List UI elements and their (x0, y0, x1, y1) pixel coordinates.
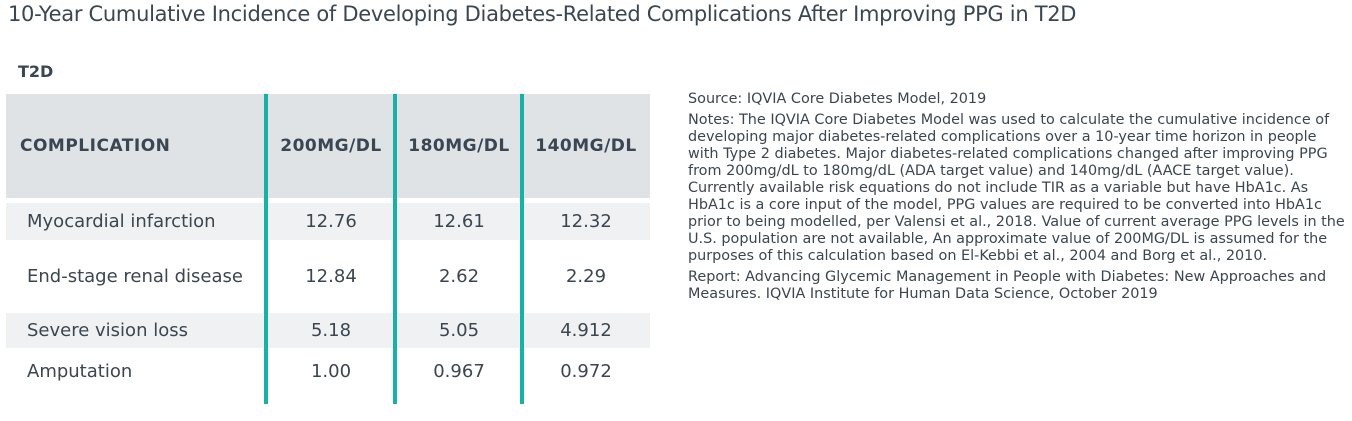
value-140mg: 0.972 (522, 348, 650, 390)
value-180mg: 5.05 (396, 308, 522, 348)
value-140mg: 2.29 (522, 240, 650, 308)
value-140mg: 4.912 (522, 308, 650, 348)
complication-name: Myocardial infarction (6, 198, 266, 240)
table-header-row: COMPLICATION 200MG/DL 180MG/DL 140MG/DL (6, 94, 650, 198)
table-row: Amputation 1.00 0.967 0.972 (6, 348, 650, 390)
complication-name: Amputation (6, 348, 266, 390)
header-180mg: 180MG/DL (396, 94, 522, 198)
header-200mg: 200MG/DL (266, 94, 396, 198)
page-title: 10-Year Cumulative Incidence of Developi… (8, 2, 1077, 26)
value-200mg: 1.00 (266, 348, 396, 390)
value-200mg: 12.76 (266, 198, 396, 240)
complication-name: End-stage renal disease (6, 240, 266, 308)
value-140mg: 12.32 (522, 198, 650, 240)
report-text: Report: Advancing Glycemic Management in… (688, 269, 1327, 302)
value-200mg: 12.84 (266, 240, 396, 308)
source-text: Source: IQVIA Core Diabetes Model, 2019 (688, 91, 987, 107)
notes-text: Notes: The IQVIA Core Diabetes Model was… (688, 112, 1345, 264)
table-row: End-stage renal disease 12.84 2.62 2.29 (6, 240, 650, 308)
value-180mg: 0.967 (396, 348, 522, 390)
column-divider (264, 94, 268, 404)
table-row: Myocardial infarction 12.76 12.61 12.32 (6, 198, 650, 240)
notes-panel: Source: IQVIA Core Diabetes Model, 2019 … (688, 91, 1348, 307)
complication-name: Severe vision loss (6, 308, 266, 348)
column-divider (520, 94, 524, 404)
header-complication: COMPLICATION (6, 94, 266, 198)
table-label: T2D (18, 62, 54, 81)
value-180mg: 2.62 (396, 240, 522, 308)
value-200mg: 5.18 (266, 308, 396, 348)
complications-table: COMPLICATION 200MG/DL 180MG/DL 140MG/DL … (6, 94, 650, 390)
header-140mg: 140MG/DL (522, 94, 650, 198)
table-row: Severe vision loss 5.18 5.05 4.912 (6, 308, 650, 348)
column-divider (393, 94, 397, 404)
value-180mg: 12.61 (396, 198, 522, 240)
